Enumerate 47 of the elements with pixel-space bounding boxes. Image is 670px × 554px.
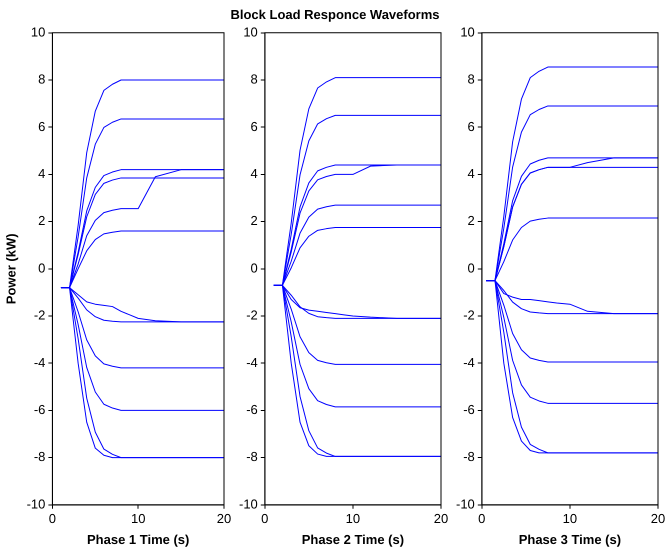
y-tick-label: -2 [34,308,46,323]
x-tick-label: 0 [478,511,486,526]
y-tick-label: -10 [26,496,46,512]
y-tick-label: 6 [468,118,475,134]
y-tick-label: -4 [34,354,46,370]
y-tick-label: -4 [246,354,258,370]
y-tick-label: 10 [243,24,258,40]
y-tick-label: 10 [460,24,475,40]
y-tick-label: -6 [34,402,46,417]
x-tick-label: 0 [261,511,268,526]
y-tick-label: -10 [238,496,258,512]
y-tick-label: 8 [250,72,258,87]
y-tick-label: -2 [463,308,475,323]
x-tick-label: 20 [216,511,232,526]
x-axis-title: Phase 3 Time (s) [518,532,622,547]
y-tick-label: -8 [246,449,258,464]
y-tick-label: 2 [468,213,475,228]
y-tick-label: 6 [38,118,46,134]
x-tick-label: 10 [562,511,578,526]
y-tick-label: 8 [468,72,475,87]
y-tick-label: 4 [468,166,475,181]
y-tick-label: 6 [250,118,258,134]
y-tick-label: 0 [38,260,46,276]
y-tick-label: -6 [246,402,258,417]
y-tick-label: -6 [463,402,475,417]
x-tick-label: 10 [346,511,360,526]
x-tick-label: 20 [434,511,448,526]
y-tick-label: 4 [38,166,46,181]
y-tick-label: -8 [34,449,46,464]
y-tick-label: -2 [246,308,258,323]
chart-title: Block Load Responce Waveforms [230,7,440,22]
x-axis-title: Phase 1 Time (s) [87,532,190,547]
y-tick-label: -10 [456,496,475,512]
y-tick-label: -8 [463,449,475,464]
y-tick-label: -4 [463,354,475,370]
y-tick-label: 0 [250,260,258,276]
y-tick-label: 2 [38,213,46,228]
x-tick-label: 10 [130,511,146,526]
y-tick-label: 0 [468,260,475,276]
y-tick-label: 4 [250,166,258,181]
y-tick-label: 8 [38,72,46,87]
x-tick-label: 20 [650,511,666,526]
x-tick-label: 0 [48,511,56,526]
y-axis-title: Power (kW) [3,233,18,304]
y-tick-label: 2 [250,213,258,228]
x-axis-title: Phase 2 Time (s) [302,532,404,547]
y-tick-label: 10 [30,24,46,40]
